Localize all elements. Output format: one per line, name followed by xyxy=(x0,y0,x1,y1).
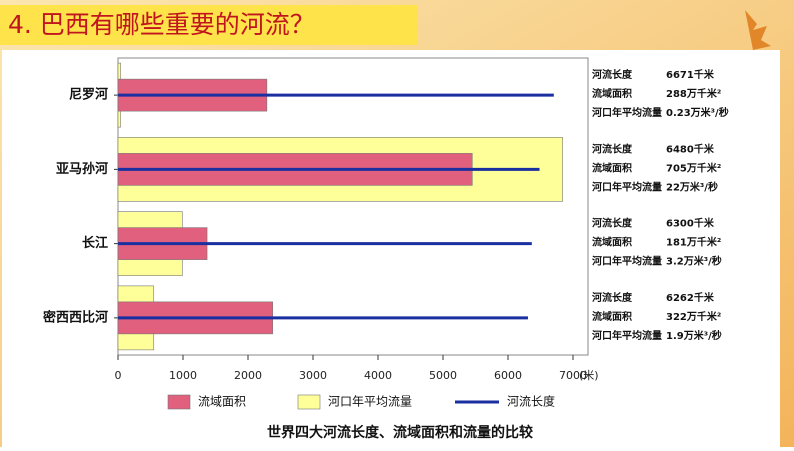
bar xyxy=(118,93,554,97)
annotation-value: 0.23万米³/秒 xyxy=(666,106,729,119)
plot-frame xyxy=(117,57,589,356)
y-tick-label: 长江 xyxy=(82,235,108,251)
annotation-value: 6671千米 xyxy=(666,68,715,81)
annotation-value: 705万千米² xyxy=(666,161,721,174)
annotation-label: 河流长度 xyxy=(592,142,633,155)
annotation-value: 322万千米² xyxy=(666,310,721,323)
annotation-value: 22万米³/秒 xyxy=(666,180,718,193)
bar xyxy=(118,316,528,320)
annotation-value: 6480千米 xyxy=(666,142,715,155)
legend-label: 流域面积 xyxy=(198,395,246,409)
legend-label: 河流长度 xyxy=(507,394,555,409)
legend-swatch xyxy=(455,400,499,404)
annotation-value: 6262千米 xyxy=(666,291,715,304)
x-axis-label: (米) xyxy=(579,369,599,382)
x-tick-label: 6000 xyxy=(494,369,522,382)
annotation-label: 河流长度 xyxy=(592,68,633,81)
annotation-value: 181万千米² xyxy=(666,236,721,249)
chart-title: 世界四大河流长度、流域面积和流量的比较 xyxy=(267,424,533,441)
annotation-label: 河口年平均流量 xyxy=(592,329,662,342)
legend-swatch xyxy=(297,394,321,410)
annotation-label: 河流长度 xyxy=(592,291,633,304)
annotation-label: 河口年平均流量 xyxy=(592,255,662,268)
annotation-label: 流域面积 xyxy=(592,236,632,249)
annotation-label: 河口年平均流量 xyxy=(592,106,662,119)
annotation-label: 流域面积 xyxy=(592,87,632,100)
annotation-value: 3.2万米³/秒 xyxy=(666,255,722,268)
x-tick-label: 1000 xyxy=(169,369,197,382)
annotation-value: 1.9万米³/秒 xyxy=(666,329,722,342)
x-tick-label: 7000 xyxy=(559,369,587,382)
y-tick-label: 亚马孙河 xyxy=(56,161,108,177)
x-tick-label: 4000 xyxy=(364,369,392,382)
x-tick-label: 3000 xyxy=(299,369,327,382)
leaf xyxy=(745,10,771,50)
annotation-label: 流域面积 xyxy=(592,161,632,174)
y-tick-label: 密西西比河 xyxy=(42,309,108,325)
annotation-value: 6300千米 xyxy=(666,217,715,230)
y-tick-label: 尼罗河 xyxy=(69,87,108,103)
legend-swatch xyxy=(167,394,191,410)
annotation-label: 流域面积 xyxy=(592,310,632,323)
annotation-value: 288万千米² xyxy=(666,87,721,100)
annotation-label: 河口年平均流量 xyxy=(592,180,662,193)
bar xyxy=(118,242,532,246)
annotation-label: 河流长度 xyxy=(592,217,633,230)
heading: 4. 巴西有哪些重要的河流？ xyxy=(8,10,315,39)
x-tick-label: 0 xyxy=(115,369,122,382)
x-tick-label: 2000 xyxy=(234,369,262,382)
x-tick-label: 5000 xyxy=(429,369,457,382)
bar xyxy=(118,167,540,171)
legend-label: 河口年平均流量 xyxy=(328,395,412,409)
heading-box xyxy=(0,5,418,45)
